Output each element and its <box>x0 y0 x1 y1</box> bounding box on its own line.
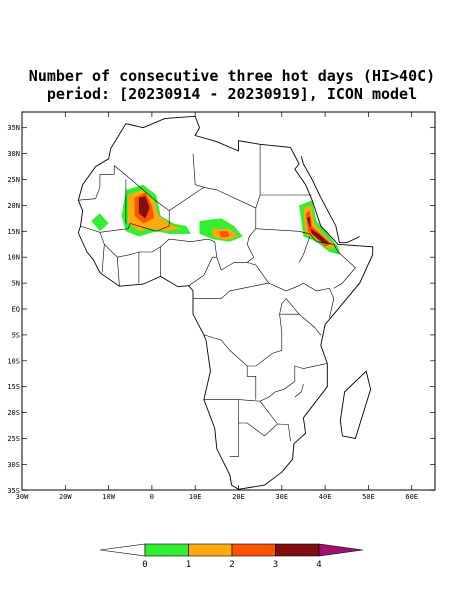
lat-label: 10S <box>7 357 20 365</box>
lat-label: 30N <box>7 150 20 158</box>
border <box>294 384 304 398</box>
border <box>188 256 217 286</box>
lat-label: EQ <box>12 306 20 314</box>
lon-label: 30E <box>275 493 288 501</box>
colorbar-label: 0 <box>142 560 147 570</box>
map <box>77 115 374 490</box>
lon-label: 20E <box>232 493 245 501</box>
border <box>101 244 105 273</box>
arabia-coast <box>300 156 360 244</box>
colorbar-label: 4 <box>316 560 321 570</box>
colorbar-low-arrow <box>99 543 146 557</box>
border <box>117 257 120 287</box>
border <box>259 144 312 196</box>
lon-label: 20W <box>59 493 72 501</box>
lat-label: 20N <box>7 202 20 210</box>
lon-label: 10E <box>189 493 202 501</box>
hot-area <box>305 210 332 247</box>
lat-label: 15S <box>7 383 20 391</box>
border <box>78 165 115 201</box>
colorbar-label: 2 <box>229 560 234 570</box>
title-line-2: period: [20230914 - 20230919], ICON mode… <box>47 85 417 103</box>
madagascar <box>339 370 372 440</box>
colorbar: 0 1 2 3 4 <box>99 543 364 570</box>
hot-area <box>303 205 336 250</box>
colorbar-swatch <box>275 543 320 557</box>
border <box>246 366 257 400</box>
lon-label: 10W <box>102 493 115 501</box>
colorbar-swatch <box>144 543 189 557</box>
border <box>259 401 278 425</box>
hot-area <box>91 213 109 232</box>
lat-label: 15N <box>7 228 20 236</box>
lon-label: 30W <box>16 493 29 501</box>
border <box>238 422 291 442</box>
lat-label: 5N <box>12 280 20 288</box>
lat-label: 35N <box>7 124 20 132</box>
lat-label: 5S <box>12 331 20 339</box>
lat-label: 20S <box>7 409 20 417</box>
title-line-1: Number of consecutive three hot days (HI… <box>29 67 435 85</box>
coastline <box>77 115 374 490</box>
hot-area <box>219 231 230 238</box>
border <box>255 194 261 209</box>
lon-label: 50E <box>362 493 375 501</box>
lon-label: 0 <box>150 493 154 501</box>
border <box>255 228 334 245</box>
border <box>247 262 335 318</box>
colorbar-swatch <box>231 543 276 557</box>
border <box>203 298 322 367</box>
border <box>229 399 239 457</box>
lat-label: 10N <box>7 254 20 262</box>
colorbar-label: 1 <box>186 560 191 570</box>
lon-label: 60E <box>405 493 418 501</box>
lat-label: 25S <box>7 435 20 443</box>
border <box>193 282 269 299</box>
border <box>80 165 170 233</box>
colorbar-swatch <box>188 543 233 557</box>
lon-label: 40E <box>319 493 332 501</box>
lat-label: 25N <box>7 176 20 184</box>
hot-area <box>306 216 330 244</box>
axes: 35N 30N 25N 20N 15N 10N 5N EQ 5S 10S 15S 20S 25S 30S 3… <box>7 112 435 501</box>
hot-area <box>138 196 150 219</box>
lat-label: 35S <box>7 487 20 495</box>
border <box>298 236 311 263</box>
colorbar-label: 3 <box>273 560 278 570</box>
lat-label: 30S <box>7 461 20 469</box>
colorbar-high-arrow <box>318 543 364 557</box>
border <box>203 363 328 402</box>
map-frame <box>21 111 436 491</box>
border <box>192 153 204 188</box>
border <box>333 244 356 289</box>
